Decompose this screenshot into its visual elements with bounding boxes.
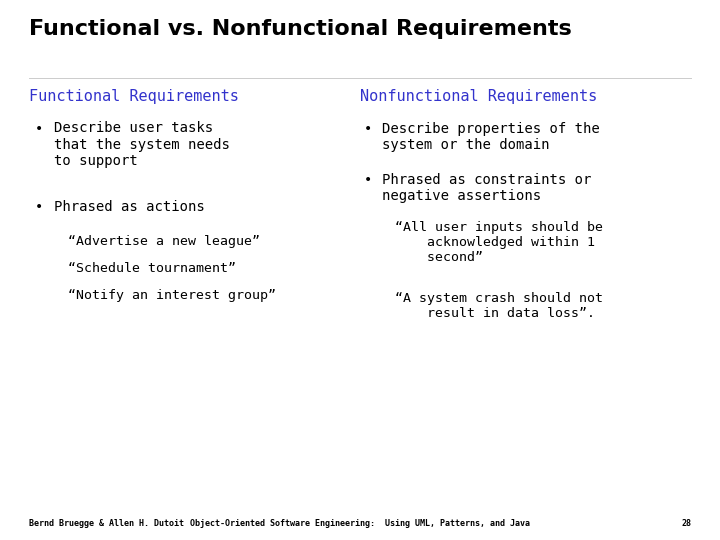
Text: Functional vs. Nonfunctional Requirements: Functional vs. Nonfunctional Requirement… (29, 19, 572, 39)
Text: “Advertise a new league”: “Advertise a new league” (68, 235, 261, 248)
Text: Phrased as actions: Phrased as actions (54, 200, 204, 214)
Text: Nonfunctional Requirements: Nonfunctional Requirements (360, 89, 598, 104)
Text: Describe properties of the
system or the domain: Describe properties of the system or the… (382, 122, 599, 152)
Text: “Notify an interest group”: “Notify an interest group” (68, 289, 276, 302)
Text: “All user inputs should be
    acknowledged within 1
    second”: “All user inputs should be acknowledged … (395, 221, 603, 265)
Text: Phrased as constraints or
negative assertions: Phrased as constraints or negative asser… (382, 173, 591, 203)
Text: •: • (364, 173, 372, 187)
Text: •: • (35, 122, 43, 136)
Text: Object-Oriented Software Engineering:  Using UML, Patterns, and Java: Object-Oriented Software Engineering: Us… (190, 519, 530, 528)
Text: •: • (364, 122, 372, 136)
Text: Describe user tasks
that the system needs
to support: Describe user tasks that the system need… (54, 122, 230, 168)
Text: “A system crash should not
    result in data loss”.: “A system crash should not result in dat… (395, 292, 603, 320)
Text: •: • (35, 200, 43, 214)
Text: 28: 28 (681, 519, 691, 528)
Text: Functional Requirements: Functional Requirements (29, 89, 238, 104)
Text: “Schedule tournament”: “Schedule tournament” (68, 262, 236, 275)
Text: Bernd Bruegge & Allen H. Dutoit: Bernd Bruegge & Allen H. Dutoit (29, 519, 184, 528)
